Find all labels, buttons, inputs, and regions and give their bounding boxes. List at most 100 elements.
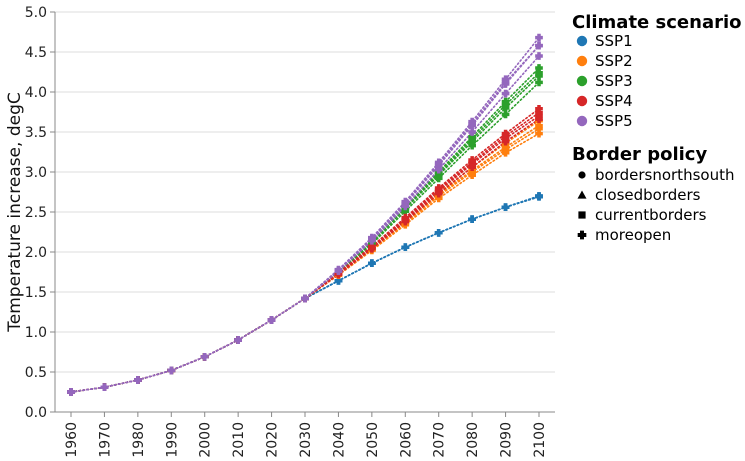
data-point bbox=[468, 128, 476, 136]
data-point bbox=[468, 117, 476, 126]
data-point bbox=[301, 294, 309, 303]
data-point bbox=[468, 156, 476, 164]
series-line bbox=[70, 196, 540, 393]
x-tick-label: 1970 bbox=[97, 422, 113, 458]
series-line bbox=[70, 55, 540, 393]
series-points bbox=[67, 33, 543, 396]
color-legend-title: Climate scenario bbox=[572, 12, 742, 33]
data-point bbox=[468, 171, 476, 180]
data-point bbox=[535, 104, 543, 113]
legend-shape-swatch bbox=[578, 171, 586, 179]
data-point bbox=[434, 194, 443, 203]
data-point bbox=[468, 141, 476, 150]
y-tick-label: 0.5 bbox=[25, 365, 47, 381]
x-tick-label: 2080 bbox=[465, 422, 481, 458]
data-point bbox=[535, 64, 543, 72]
data-point bbox=[535, 192, 543, 200]
data-point bbox=[501, 75, 510, 84]
y-tick-label: 3.5 bbox=[25, 125, 47, 141]
y-axis-title: Temperature increase, degC bbox=[5, 92, 25, 332]
series-lines bbox=[70, 36, 540, 393]
legend-color-label: SSP5 bbox=[595, 112, 633, 130]
series-line bbox=[70, 196, 540, 393]
data-point bbox=[535, 41, 543, 50]
data-point bbox=[434, 228, 443, 237]
series-line bbox=[70, 195, 540, 393]
data-point bbox=[401, 213, 410, 222]
data-point bbox=[535, 112, 543, 120]
legend-color-label: SSP2 bbox=[595, 52, 633, 70]
legend-color-label: SSP1 bbox=[595, 32, 633, 50]
data-point bbox=[267, 316, 276, 324]
data-point bbox=[468, 132, 476, 141]
data-point bbox=[501, 143, 510, 152]
data-point bbox=[501, 203, 510, 212]
data-point bbox=[501, 129, 510, 138]
x-tick-label: 1980 bbox=[131, 422, 147, 458]
legend-shape-label: currentborders bbox=[595, 206, 707, 224]
gridlines bbox=[55, 11, 555, 413]
data-point bbox=[535, 33, 543, 42]
legend-shape-swatch bbox=[578, 211, 586, 219]
x-tick-label: 2030 bbox=[298, 422, 314, 458]
legend-color-swatch bbox=[576, 75, 588, 87]
data-point bbox=[434, 158, 443, 167]
legend-color-swatch bbox=[576, 115, 588, 127]
data-point bbox=[368, 242, 376, 251]
legend-shape-swatch bbox=[577, 190, 587, 199]
data-point bbox=[535, 52, 543, 60]
legend-shape-swatch bbox=[577, 230, 587, 240]
series-line bbox=[70, 195, 540, 393]
x-tick-label: 2070 bbox=[432, 422, 448, 458]
series-line bbox=[70, 108, 540, 393]
data-point bbox=[535, 121, 543, 130]
x-tick-label: 2060 bbox=[398, 422, 414, 458]
series-line bbox=[70, 36, 540, 393]
data-point bbox=[401, 243, 410, 252]
data-point bbox=[100, 383, 109, 392]
y-tick-label: 2.0 bbox=[25, 245, 47, 261]
y-tick-label: 5.0 bbox=[25, 5, 47, 21]
x-tick-label: 2010 bbox=[231, 422, 247, 458]
shape-legend-title: Border policy bbox=[572, 144, 707, 165]
legend-color-swatch bbox=[576, 55, 588, 67]
legend-color-label: SSP3 bbox=[595, 72, 633, 90]
x-tick-label: 2100 bbox=[532, 422, 548, 458]
data-point bbox=[167, 366, 176, 375]
data-point bbox=[334, 265, 343, 274]
data-point bbox=[434, 165, 443, 174]
data-point bbox=[67, 388, 75, 396]
data-point bbox=[434, 174, 443, 183]
y-tick-label: 4.0 bbox=[25, 85, 47, 101]
legend-color-swatch bbox=[576, 95, 588, 107]
data-point bbox=[200, 352, 209, 361]
y-tick-label: 1.0 bbox=[25, 325, 47, 341]
legend-color-label: SSP4 bbox=[595, 92, 633, 110]
data-point bbox=[468, 160, 476, 168]
y-tick-label: 0.0 bbox=[25, 405, 47, 421]
legend-shape-label: moreopen bbox=[595, 226, 671, 244]
y-tick-label: 1.5 bbox=[25, 285, 47, 301]
data-point bbox=[434, 184, 443, 192]
data-point bbox=[501, 134, 510, 143]
data-point bbox=[501, 148, 510, 157]
data-point bbox=[535, 68, 543, 77]
legend-shape-label: bordersnorthsouth bbox=[595, 166, 734, 184]
axes: 0.0 0.5 1.0 1.5 2.0 2.5 3.0 3.5 4.0 4.5 5.0 1960 197… bbox=[25, 5, 555, 458]
data-point bbox=[468, 215, 476, 224]
y-tick-label: 3.0 bbox=[25, 165, 47, 181]
data-point bbox=[401, 197, 410, 206]
series-line bbox=[70, 81, 540, 393]
series-line bbox=[70, 115, 540, 393]
data-point bbox=[368, 259, 376, 268]
data-point bbox=[334, 276, 343, 285]
data-point bbox=[501, 97, 510, 106]
y-tick-label: 4.5 bbox=[25, 45, 47, 61]
data-point bbox=[501, 110, 510, 119]
data-point bbox=[368, 233, 376, 242]
x-tick-label: 2090 bbox=[499, 422, 515, 458]
data-point bbox=[234, 336, 242, 344]
data-point bbox=[501, 89, 510, 98]
